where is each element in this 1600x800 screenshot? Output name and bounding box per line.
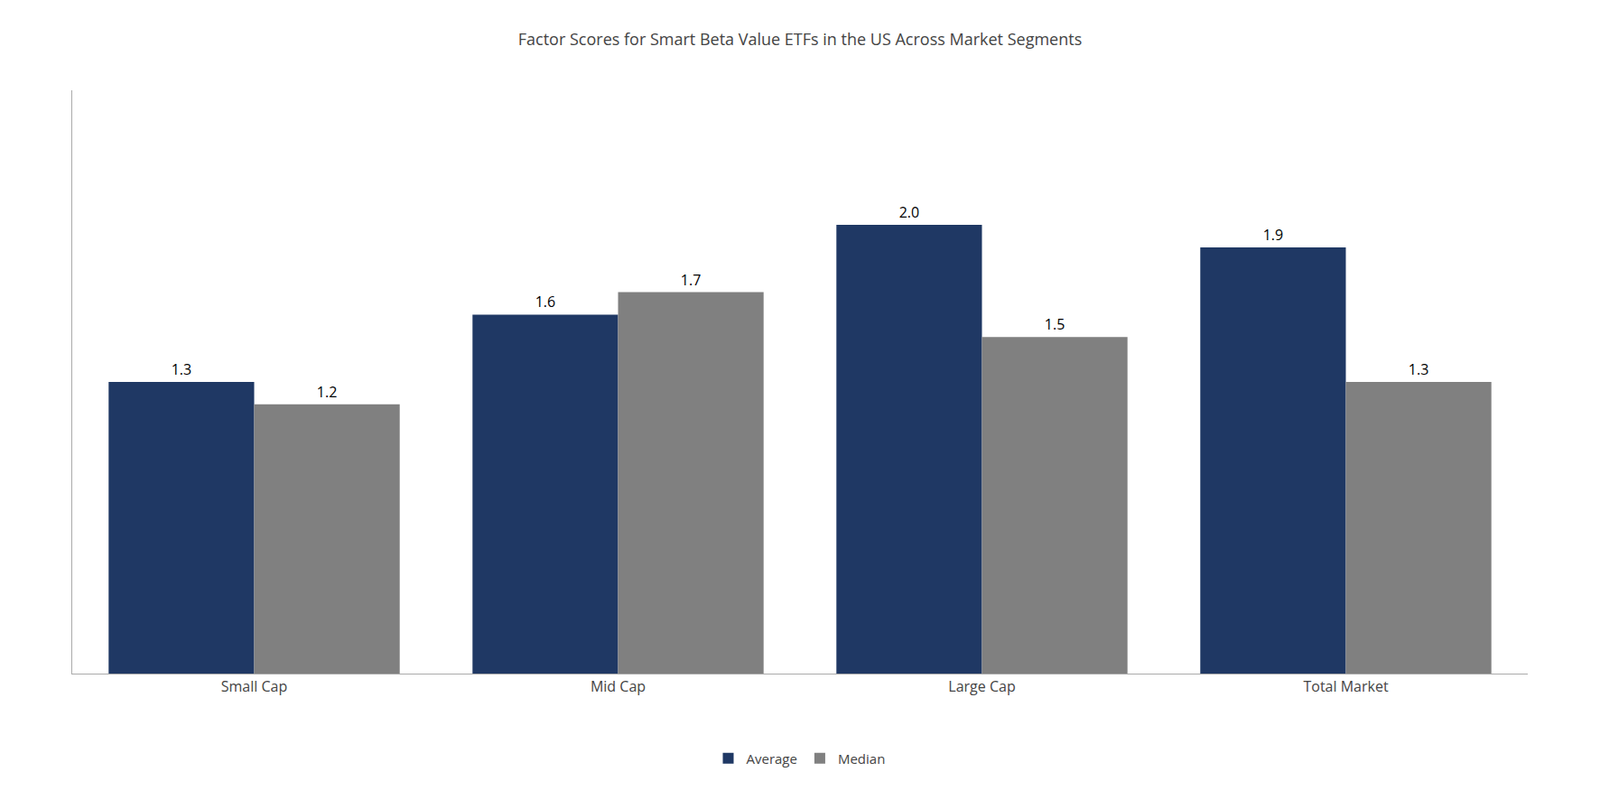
svg-text:1.5: 1.5 bbox=[1044, 314, 1066, 335]
svg-text:Average: Average bbox=[746, 749, 798, 768]
svg-text:1.2: 1.2 bbox=[316, 381, 338, 402]
svg-text:1.9: 1.9 bbox=[1263, 224, 1284, 245]
svg-text:1.3: 1.3 bbox=[1408, 359, 1430, 380]
svg-text:Mid Cap: Mid Cap bbox=[590, 676, 646, 697]
svg-text:1.3: 1.3 bbox=[171, 359, 193, 380]
svg-text:1.7: 1.7 bbox=[680, 269, 702, 290]
svg-text:2.0: 2.0 bbox=[899, 202, 921, 223]
svg-text:Median: Median bbox=[837, 749, 885, 768]
svg-text:Factor Scores for Smart Beta V: Factor Scores for Smart Beta Value ETFs … bbox=[518, 27, 1082, 50]
svg-text:Total Market: Total Market bbox=[1302, 676, 1388, 697]
svg-text:Small Cap: Small Cap bbox=[221, 676, 288, 697]
svg-text:Large Cap: Large Cap bbox=[948, 676, 1015, 697]
svg-text:1.6: 1.6 bbox=[535, 291, 557, 312]
